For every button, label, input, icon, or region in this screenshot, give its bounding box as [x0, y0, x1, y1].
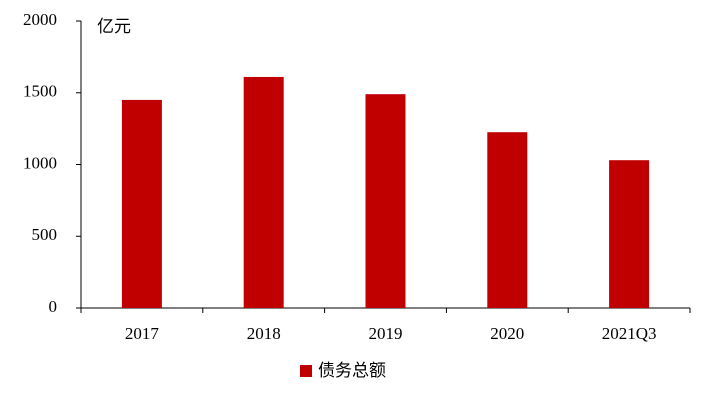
- x-tick-label: 2019: [369, 324, 403, 343]
- y-tick-label: 1500: [23, 82, 57, 101]
- x-tick-label: 2020: [490, 324, 524, 343]
- x-tick-label: 2018: [247, 324, 281, 343]
- y-tick-label: 500: [32, 225, 58, 244]
- bar: [609, 160, 650, 308]
- legend-swatch: [300, 365, 312, 377]
- bar: [487, 132, 528, 308]
- y-tick-label: 2000: [23, 10, 57, 29]
- unit-label: 亿元: [97, 17, 131, 36]
- bar: [365, 94, 406, 308]
- x-tick-label: 2021Q3: [602, 324, 657, 343]
- x-tick-label: 2017: [125, 324, 160, 343]
- y-tick-label: 0: [49, 297, 58, 316]
- bar: [121, 99, 162, 308]
- y-tick-label: 1000: [23, 153, 57, 172]
- bar: [243, 76, 284, 308]
- legend-label: 债务总额: [318, 361, 386, 380]
